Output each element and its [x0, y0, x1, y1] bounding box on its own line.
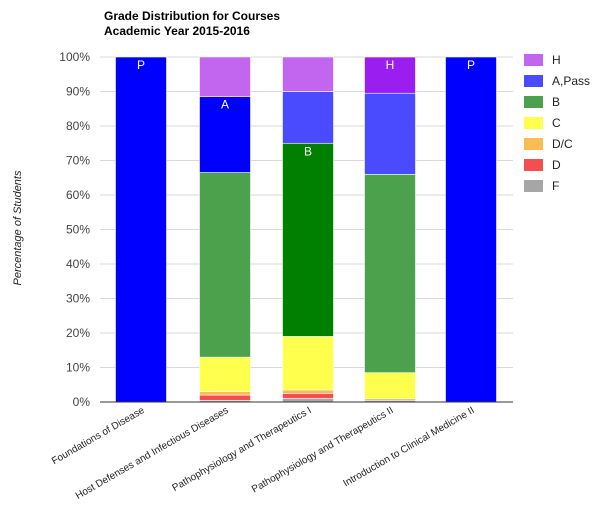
bar-segment-a-pass — [115, 56, 167, 403]
bar-host-defenses-and-infectious-diseases: A — [199, 56, 251, 403]
y-tick-label: 70% — [66, 154, 90, 168]
y-tick-label: 80% — [66, 119, 90, 133]
y-tick-label: 30% — [66, 292, 90, 306]
data-label: H — [386, 58, 395, 72]
legend-label: F — [552, 179, 559, 193]
y-tick-label: 60% — [66, 188, 90, 202]
bar-foundations-of-disease: P — [115, 56, 167, 403]
bar-segment-b — [364, 174, 416, 373]
legend-item-d: D — [524, 158, 561, 172]
bar-segment-d — [282, 393, 334, 399]
legend-item-f: F — [524, 179, 559, 193]
legend-item-a-pass: A,Pass — [524, 74, 590, 88]
legend-item-c: C — [524, 116, 561, 130]
x-tick-label: Host Defenses and Infectious Diseases — [74, 405, 231, 502]
bar-pathophysiology-and-therapeutics-i: B — [282, 56, 334, 403]
legend-label: B — [552, 95, 560, 109]
bar-segment-a-pass — [282, 91, 334, 144]
y-axis-ticks: 0% 10% 20% 30% 40% 50% 60% 70% 80% 90% 100% — [59, 50, 90, 409]
y-tick-label: 10% — [66, 361, 90, 375]
legend-label: D — [552, 158, 561, 172]
data-label: P — [137, 58, 145, 72]
x-tick-label: Pathophysiology and Therapeutics I — [170, 405, 313, 494]
bar-segment-d-c — [199, 391, 251, 396]
legend-swatch — [524, 117, 543, 129]
data-label: A — [221, 98, 229, 112]
legend-label: C — [552, 116, 561, 130]
bar-segment-h — [199, 56, 251, 97]
bar-segment-b — [199, 172, 251, 358]
y-tick-label: 0% — [73, 395, 91, 409]
bar-pathophysiology-and-therapeutics-ii: H — [364, 56, 416, 403]
chart-subtitle: Academic Year 2015-2016 — [104, 24, 250, 38]
bar-segment-c — [199, 356, 251, 392]
data-label: B — [304, 144, 312, 158]
legend-swatch — [524, 138, 543, 150]
legend: H A,Pass BC D/C DF — [524, 53, 590, 193]
bars: P A B H P — [115, 56, 497, 403]
legend-item-d-c: D/C — [524, 137, 573, 151]
legend-item-b: B — [524, 95, 560, 109]
bar-introduction-to-clinical-medicine-ii: P — [445, 56, 497, 403]
bar-segment-a-pass — [364, 92, 416, 175]
x-tick-label: Introduction to Clinical Medicine II — [342, 405, 477, 489]
bar-segment-a-pass — [445, 56, 497, 403]
bar-segment-b — [282, 142, 334, 337]
bar-segment-h — [282, 56, 334, 92]
legend-label: H — [552, 53, 561, 67]
y-tick-label: 90% — [66, 85, 90, 99]
y-axis-label: Percentage of Students — [12, 170, 24, 285]
bar-segment-f — [282, 398, 334, 403]
legend-swatch — [524, 75, 543, 87]
y-tick-label: 100% — [59, 50, 90, 64]
chart-title: Grade Distribution for Courses — [104, 9, 280, 23]
legend-swatch — [524, 54, 543, 66]
legend-label: A,Pass — [552, 74, 590, 88]
legend-swatch — [524, 159, 543, 171]
y-tick-label: 50% — [66, 223, 90, 237]
legend-item-h: H — [524, 53, 561, 67]
legend-swatch — [524, 180, 543, 192]
bar-segment-h — [364, 56, 416, 94]
bar-segment-c — [282, 336, 334, 391]
legend-swatch — [524, 96, 543, 108]
bar-segment-d-c — [282, 389, 334, 394]
data-label: P — [467, 58, 475, 72]
bar-segment-c — [364, 372, 416, 399]
y-tick-label: 20% — [66, 326, 90, 340]
y-tick-label: 40% — [66, 257, 90, 271]
bar-segment-d — [199, 394, 251, 401]
bar-segment-a-pass — [199, 96, 251, 173]
legend-label: D/C — [552, 137, 573, 151]
x-tick-label: Pathophysiology and Therapeutics II — [250, 405, 395, 495]
